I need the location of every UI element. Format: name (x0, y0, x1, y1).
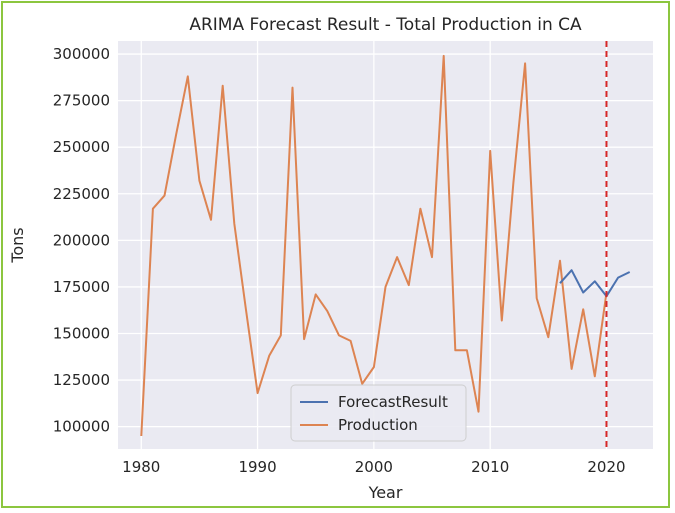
y-tick-label: 150000 (53, 324, 110, 342)
y-tick-label: 250000 (53, 138, 110, 156)
x-tick-label: 1990 (238, 458, 276, 476)
x-tick-label: 1980 (122, 458, 160, 476)
legend: ForecastResult Production (290, 384, 467, 442)
legend-box (290, 384, 467, 442)
x-axis-label: Year (368, 483, 403, 502)
series-line-Production (140, 54, 608, 437)
y-tick-label: 225000 (53, 185, 110, 203)
chart-title: ARIMA Forecast Result - Total Production… (189, 15, 582, 35)
plot-area (118, 41, 653, 449)
series-lines (140, 41, 631, 449)
legend-label-ForecastResult: ForecastResult (338, 393, 448, 411)
series-line-ForecastResult (559, 269, 631, 298)
x-tick-label: 2000 (355, 458, 393, 476)
y-tick-label: 125000 (53, 371, 110, 389)
y-tick-label: 275000 (53, 92, 110, 110)
y-axis-label: Tons (8, 227, 27, 263)
x-tick-label: 2020 (587, 458, 625, 476)
y-tick-label: 300000 (53, 45, 110, 63)
tick-labels: 1980 1990 2000 2010 2020 100000 125000 150000 17… (53, 45, 626, 476)
figure-frame (1, 1, 670, 508)
y-tick-label: 175000 (53, 278, 110, 296)
x-tick-label: 2010 (471, 458, 509, 476)
y-tick-label: 200000 (53, 231, 110, 249)
y-tick-label: 100000 (53, 418, 110, 436)
legend-label-Production: Production (338, 416, 418, 434)
